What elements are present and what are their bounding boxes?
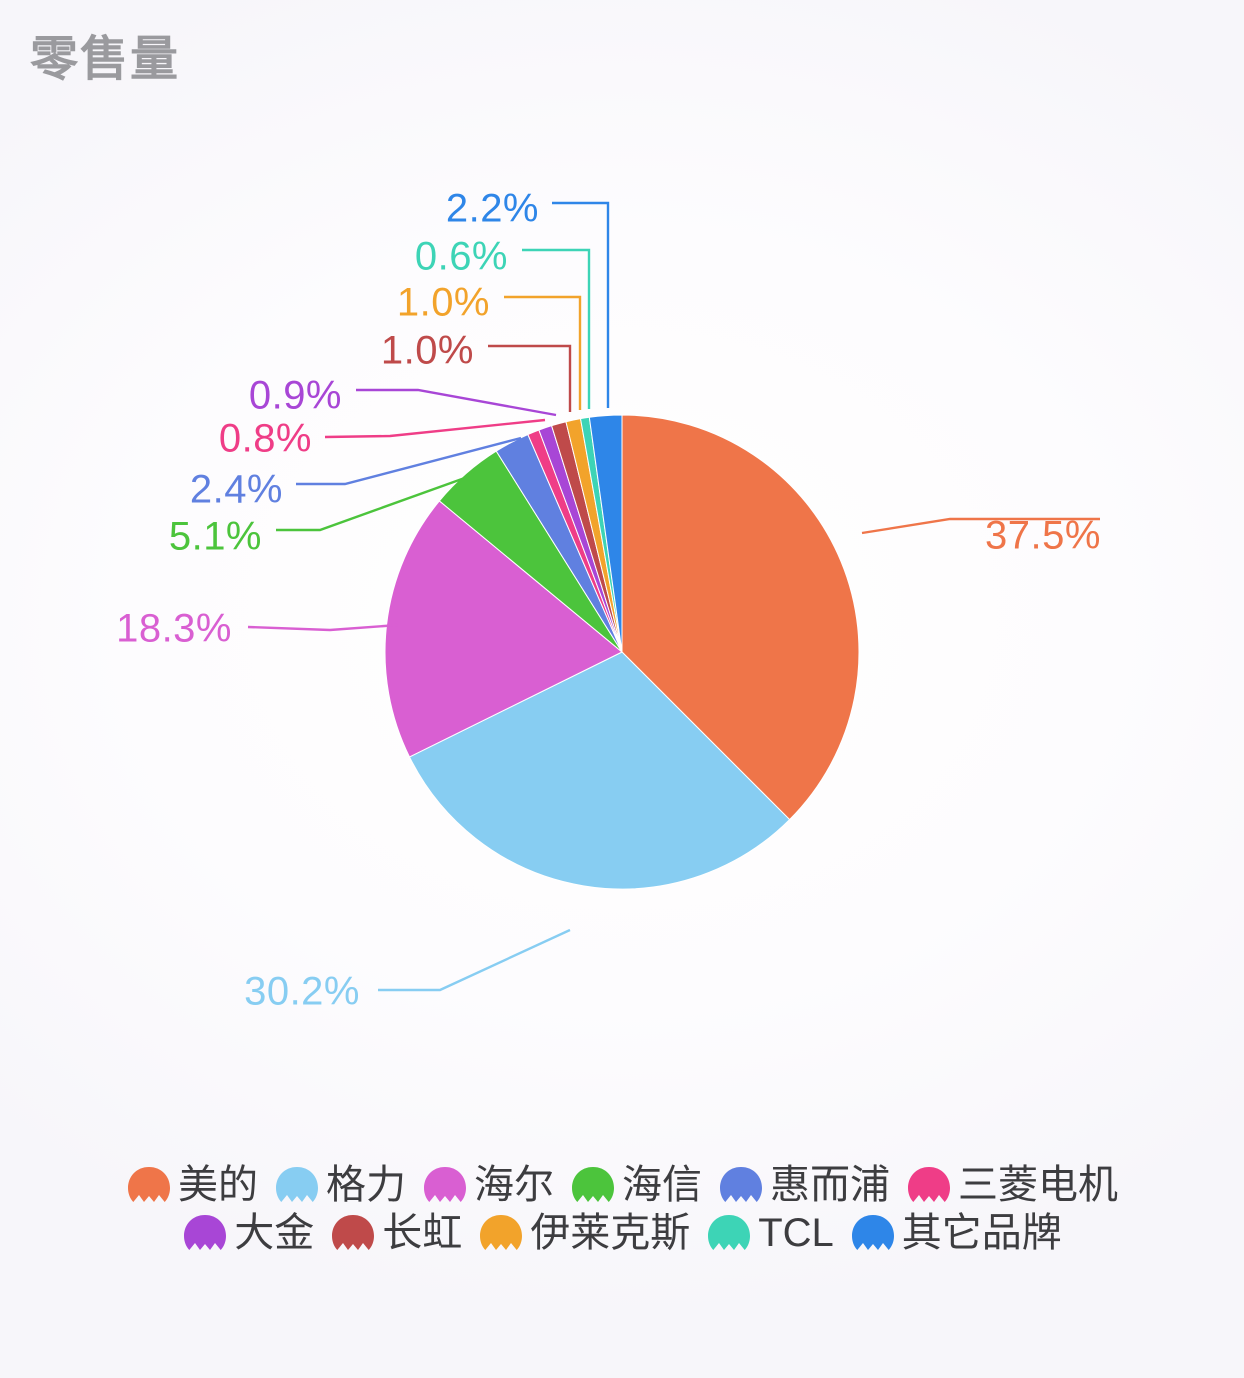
legend-label: 格力 bbox=[326, 1163, 406, 1207]
legend-label: 美的 bbox=[178, 1163, 258, 1207]
legend-item-格力[interactable]: 格力 bbox=[268, 1165, 412, 1205]
legend-item-其它品牌[interactable]: 其它品牌 bbox=[844, 1213, 1068, 1253]
legend-label: 惠而浦 bbox=[770, 1163, 890, 1207]
legend-item-TCL[interactable]: TCL bbox=[700, 1213, 840, 1253]
chart-legend: 美的 格力 海尔 海信 惠而浦 三菱电机大金 长虹 伊莱克斯 TCL 其它品牌 bbox=[0, 1165, 1244, 1253]
legend-item-三菱电机[interactable]: 三菱电机 bbox=[900, 1165, 1124, 1205]
legend-label: 其它品牌 bbox=[901, 1211, 1062, 1255]
pie-value-label: 1.0% bbox=[397, 281, 490, 325]
pie-leader-line bbox=[296, 436, 522, 486]
pie-value-label: 2.4% bbox=[190, 468, 283, 512]
legend-item-海尔[interactable]: 海尔 bbox=[416, 1165, 560, 1205]
pie-chart-canvas: 37.5%30.2%18.3%5.1%2.4%0.8%0.9%1.0%1.0%0… bbox=[116, 187, 1101, 1014]
pie-leader-line-group bbox=[247, 201, 1100, 992]
legend-swatch-icon bbox=[332, 1215, 375, 1250]
pie-value-label: 37.5% bbox=[985, 514, 1101, 558]
pie-leader-line bbox=[324, 418, 546, 439]
page-title: 零售量 bbox=[30, 33, 181, 86]
pie-slice[interactable] bbox=[588, 414, 623, 653]
legend-item-长虹[interactable]: 长虹 bbox=[324, 1213, 468, 1253]
legend-label: 大金 bbox=[234, 1211, 315, 1255]
legend-label: 三菱电机 bbox=[958, 1163, 1118, 1207]
pie-leader-line bbox=[552, 201, 610, 408]
pie-leader-line bbox=[356, 388, 557, 417]
legend-item-惠而浦[interactable]: 惠而浦 bbox=[712, 1165, 896, 1205]
pie-slice[interactable] bbox=[621, 414, 860, 821]
pie-leader-line bbox=[276, 468, 488, 532]
pie-slice-group bbox=[384, 414, 860, 890]
legend-item-海信[interactable]: 海信 bbox=[564, 1165, 708, 1205]
legend-swatch-icon bbox=[908, 1167, 950, 1202]
legend-swatch-icon bbox=[184, 1215, 227, 1250]
legend-swatch-icon bbox=[851, 1215, 894, 1250]
pie-value-label: 30.2% bbox=[244, 970, 360, 1014]
pie-value-label: 2.2% bbox=[446, 187, 539, 231]
legend-swatch-icon bbox=[572, 1167, 614, 1202]
pie-value-label: 5.1% bbox=[169, 515, 262, 559]
pie-slice[interactable] bbox=[384, 500, 623, 758]
pie-leader-line bbox=[522, 248, 591, 409]
legend-label: 海尔 bbox=[474, 1163, 554, 1207]
legend-swatch-icon bbox=[480, 1215, 523, 1250]
pie-leader-line bbox=[378, 928, 571, 992]
legend-swatch-icon bbox=[276, 1167, 318, 1202]
legend-swatch-icon bbox=[128, 1167, 170, 1202]
pie-leader-line bbox=[247, 623, 399, 632]
pie-leader-line bbox=[861, 517, 1100, 535]
legend-swatch-icon bbox=[708, 1215, 751, 1250]
pie-value-label: 18.3% bbox=[116, 607, 232, 651]
pie-value-label: 0.9% bbox=[249, 374, 342, 418]
pie-value-label: 1.0% bbox=[381, 329, 474, 373]
legend-item-伊莱克斯[interactable]: 伊莱克斯 bbox=[472, 1213, 696, 1253]
legend-swatch-icon bbox=[424, 1167, 466, 1202]
legend-row: 美的 格力 海尔 海信 惠而浦 三菱电机 bbox=[120, 1165, 1124, 1205]
legend-label: 海信 bbox=[622, 1163, 702, 1207]
pie-leader-line bbox=[488, 344, 572, 412]
legend-label: 长虹 bbox=[382, 1211, 463, 1255]
legend-label: 伊莱克斯 bbox=[530, 1211, 691, 1255]
legend-label: TCL bbox=[758, 1211, 834, 1255]
legend-row: 大金 长虹 伊莱克斯 TCL 其它品牌 bbox=[176, 1213, 1068, 1253]
pie-leader-line bbox=[504, 295, 582, 410]
legend-item-美的[interactable]: 美的 bbox=[120, 1165, 264, 1205]
pie-value-label: 0.8% bbox=[219, 417, 312, 461]
pie-value-label: 0.6% bbox=[415, 235, 508, 279]
legend-item-大金[interactable]: 大金 bbox=[176, 1213, 320, 1253]
legend-swatch-icon bbox=[720, 1167, 762, 1202]
pie-slice[interactable] bbox=[408, 651, 791, 890]
pie-value-label-group: 37.5%30.2%18.3%5.1%2.4%0.8%0.9%1.0%1.0%0… bbox=[116, 187, 1101, 1014]
